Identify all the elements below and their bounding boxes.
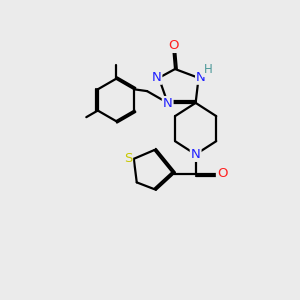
Text: N: N <box>191 148 200 161</box>
Text: O: O <box>217 167 227 180</box>
Text: N: N <box>152 71 161 84</box>
Text: N: N <box>196 71 206 84</box>
Text: S: S <box>124 152 132 165</box>
Text: N: N <box>163 97 172 110</box>
Text: O: O <box>168 39 179 52</box>
Text: H: H <box>204 63 212 76</box>
